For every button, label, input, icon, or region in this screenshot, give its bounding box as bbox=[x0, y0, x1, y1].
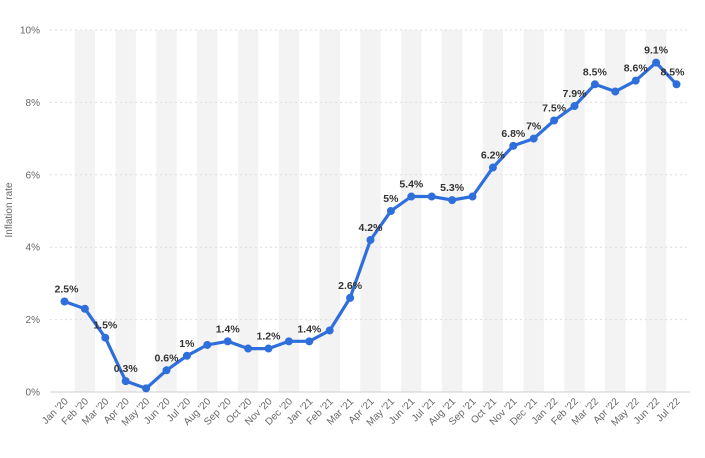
data-point bbox=[652, 58, 661, 67]
data-point bbox=[366, 235, 375, 244]
y-tick-label: 8% bbox=[26, 98, 41, 109]
data-label: 1.5% bbox=[93, 320, 118, 332]
data-label: 9.1% bbox=[644, 45, 669, 57]
data-point bbox=[427, 192, 436, 201]
data-point bbox=[468, 192, 477, 201]
category-band bbox=[441, 30, 463, 392]
category-band bbox=[115, 30, 136, 392]
data-point bbox=[346, 293, 355, 302]
data-label: 8.5% bbox=[583, 66, 608, 78]
category-band bbox=[482, 30, 504, 392]
data-label: 0.3% bbox=[114, 363, 139, 375]
category-band bbox=[74, 30, 96, 392]
y-tick-label: 6% bbox=[26, 170, 41, 181]
y-axis-label: Inflation rate bbox=[4, 182, 15, 237]
y-tick-label: 0% bbox=[26, 388, 41, 399]
data-label: 1% bbox=[179, 338, 195, 350]
data-label: 5.3% bbox=[440, 182, 465, 194]
data-point bbox=[80, 304, 89, 313]
category-band bbox=[237, 30, 259, 392]
data-point bbox=[284, 337, 293, 346]
data-point bbox=[203, 340, 212, 349]
x-tick-label: Jul '22 bbox=[655, 396, 683, 424]
data-label: 2.5% bbox=[55, 284, 80, 296]
data-label: 7.5% bbox=[542, 103, 567, 115]
data-point bbox=[407, 192, 416, 201]
data-label: 1.4% bbox=[216, 323, 241, 335]
data-point bbox=[101, 333, 110, 342]
category-band bbox=[278, 30, 300, 392]
grid-lines bbox=[50, 29, 690, 393]
data-label: 5% bbox=[383, 193, 399, 205]
data-point bbox=[570, 102, 579, 111]
category-band bbox=[645, 30, 667, 392]
data-label: 7% bbox=[526, 121, 542, 133]
data-label: 8.5% bbox=[661, 66, 686, 78]
data-point bbox=[550, 116, 559, 125]
data-point bbox=[121, 377, 130, 386]
data-point bbox=[488, 163, 497, 172]
category-band bbox=[401, 30, 422, 392]
data-label: 6.2% bbox=[481, 150, 506, 162]
data-label: 5.4% bbox=[399, 179, 424, 191]
data-labels: 2.5% 1.5% 0.3% 0.6% 1% 1.4% 1.2% 1.4% 2.6% 4.2% 5%… bbox=[55, 45, 686, 376]
category-band bbox=[156, 30, 177, 392]
data-label: 8.6% bbox=[624, 63, 649, 75]
data-point bbox=[325, 326, 334, 335]
data-point bbox=[162, 366, 171, 375]
data-point bbox=[60, 297, 69, 306]
data-point bbox=[244, 344, 253, 353]
data-label: 6.8% bbox=[501, 128, 526, 140]
data-point bbox=[264, 344, 273, 353]
data-point bbox=[386, 207, 395, 215]
y-tick-label: 4% bbox=[26, 243, 41, 254]
data-point bbox=[509, 141, 518, 150]
data-point bbox=[448, 196, 457, 205]
data-point bbox=[305, 337, 314, 346]
data-label: 4.2% bbox=[359, 222, 384, 234]
y-tick-label: 10% bbox=[20, 26, 40, 37]
category-band bbox=[360, 30, 381, 392]
data-point bbox=[182, 351, 191, 360]
data-label: 1.4% bbox=[297, 323, 322, 335]
data-label: 2.6% bbox=[338, 280, 363, 292]
y-axis-ticks: 0% 2% 4% 6% 8% 10% bbox=[20, 26, 40, 399]
data-label: 0.6% bbox=[155, 352, 180, 364]
data-point bbox=[590, 80, 599, 89]
category-band bbox=[319, 30, 340, 392]
data-point bbox=[672, 80, 681, 89]
data-point bbox=[223, 337, 232, 346]
data-point bbox=[142, 384, 151, 393]
data-point bbox=[529, 134, 538, 143]
data-points bbox=[60, 58, 681, 393]
data-label: 1.2% bbox=[257, 331, 282, 343]
category-band bbox=[564, 30, 585, 392]
alternating-bands bbox=[74, 30, 667, 392]
category-band bbox=[605, 30, 626, 392]
category-band bbox=[197, 30, 218, 392]
data-point bbox=[631, 76, 640, 85]
category-band bbox=[523, 30, 544, 392]
y-tick-label: 2% bbox=[26, 315, 41, 326]
data-point bbox=[611, 87, 620, 96]
data-label: 7.9% bbox=[563, 88, 588, 100]
